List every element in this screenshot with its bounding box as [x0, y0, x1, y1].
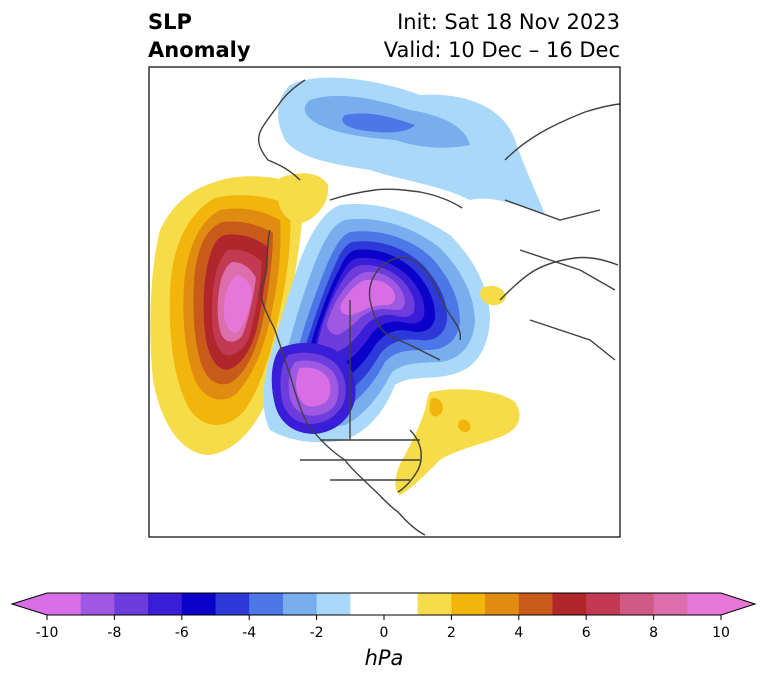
map-title: SLP Anomaly	[148, 8, 251, 64]
colorbar-segment	[316, 593, 351, 615]
title-line-1: SLP	[148, 10, 192, 34]
colorbar-segment	[518, 593, 553, 615]
colorbar-segment	[653, 593, 688, 615]
colorbar-tick-label: -8	[107, 625, 122, 641]
map-frame	[148, 66, 621, 538]
colorbar-segment	[451, 593, 486, 615]
colorbar-segment	[586, 593, 621, 615]
anomaly-high-scandinavia	[480, 285, 506, 306]
colorbar-segment	[181, 593, 216, 615]
anomaly-high-atlantic	[395, 389, 520, 495]
colorbar-tick-label: -2	[309, 625, 324, 641]
colorbar-segment	[619, 593, 655, 615]
colorbar-tick-label: 8	[649, 625, 659, 641]
colorbar-segment	[148, 593, 183, 615]
colorbar-tick-marks	[46, 615, 722, 620]
colorbar-segment	[552, 593, 587, 615]
colorbar-segment	[687, 593, 722, 615]
colorbar-segment	[249, 593, 284, 615]
init-date: Init: Sat 18 Nov 2023	[397, 10, 620, 34]
colorbar-over-arrow	[721, 593, 755, 615]
colorbar-segment	[417, 593, 452, 615]
colorbar-tick-label: 0	[379, 625, 389, 641]
colorbar-segment	[485, 593, 520, 615]
date-info: Init: Sat 18 Nov 2023 Valid: 10 Dec – 16…	[384, 8, 620, 64]
colorbar-segments	[47, 593, 722, 615]
colorbar-tick-label: -4	[242, 625, 257, 641]
colorbar-unit: hPa	[364, 646, 404, 670]
anomaly-high-alaska	[277, 173, 329, 223]
colorbar-tick-label: -10	[35, 625, 59, 641]
colorbar-under-arrow	[12, 593, 47, 615]
title-line-2: Anomaly	[148, 38, 251, 62]
colorbar-tick-label: 4	[514, 625, 524, 641]
colorbar-segment	[80, 593, 115, 615]
colorbar-tick-label: 10	[712, 625, 730, 641]
colorbar-tick-label: 6	[581, 625, 591, 641]
map-plot-area	[149, 67, 620, 537]
colorbar-segment	[350, 593, 419, 615]
colorbar-segment	[282, 593, 318, 615]
valid-range: Valid: 10 Dec – 16 Dec	[383, 38, 620, 62]
colorbar-tick-label: -6	[174, 625, 189, 641]
anomaly-low-canada	[271, 342, 356, 434]
anomaly-low-eurasia	[278, 77, 545, 215]
colorbar-segment	[114, 593, 149, 615]
coastlines	[258, 79, 620, 536]
colorbar-segment	[47, 593, 82, 615]
colorbar-segment	[215, 593, 250, 615]
colorbar-tick-label: 2	[446, 625, 456, 641]
